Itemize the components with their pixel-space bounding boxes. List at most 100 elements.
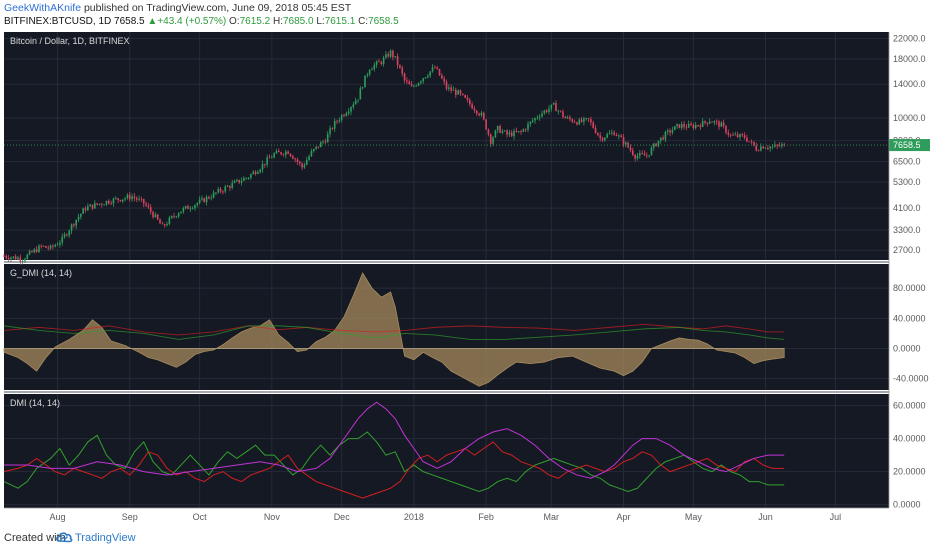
candle-body[interactable] [336,120,338,122]
candle-body[interactable] [84,208,87,211]
candle-body[interactable] [475,110,478,114]
candle-body[interactable] [401,67,404,74]
candle-body[interactable] [194,205,196,209]
candle-body[interactable] [466,97,469,100]
candle-body[interactable] [725,125,727,133]
candle-body[interactable] [450,87,452,91]
candle-body[interactable] [704,120,706,123]
candle-body[interactable] [722,122,725,126]
candle-body[interactable] [329,128,331,134]
candle-body[interactable] [708,121,711,124]
candle-body[interactable] [452,89,455,91]
candle-body[interactable] [597,133,599,136]
gdmi-area[interactable] [3,272,785,387]
candle-body[interactable] [3,255,5,257]
gdmi-line-2[interactable] [3,325,785,340]
candle-body[interactable] [284,151,287,155]
candle-body[interactable] [236,179,238,182]
candle-body[interactable] [634,154,636,159]
candle-body[interactable] [736,134,739,138]
candle-body[interactable] [632,150,634,155]
candle-body[interactable] [70,224,73,231]
candle-body[interactable] [215,192,217,194]
candle-body[interactable] [47,247,50,249]
candle-body[interactable] [17,257,19,260]
candle-body[interactable] [87,206,89,211]
candle-body[interactable] [669,130,671,133]
candle-body[interactable] [457,90,459,95]
candle-body[interactable] [778,145,781,147]
candle-body[interactable] [38,245,40,253]
candle-body[interactable] [98,203,101,205]
candle-body[interactable] [552,103,555,105]
candle-body[interactable] [569,117,571,120]
candle-body[interactable] [436,67,438,69]
candle-body[interactable] [259,169,261,173]
candle-body[interactable] [701,120,704,127]
candle-body[interactable] [524,129,527,131]
candle-body[interactable] [250,174,252,178]
candle-body[interactable] [420,81,422,83]
candle-body[interactable] [315,146,317,149]
candle-body[interactable] [510,132,513,137]
dmi-line-purple[interactable] [4,401,785,479]
candle-body[interactable] [128,194,131,200]
candle-body[interactable] [273,153,275,158]
candle-body[interactable] [324,141,327,143]
candle-body[interactable] [45,246,47,248]
candle-body[interactable] [310,151,313,157]
candle-body[interactable] [692,125,695,129]
candle-body[interactable] [478,113,480,116]
candle-body[interactable] [91,204,94,209]
candle-body[interactable] [767,148,769,149]
candle-body[interactable] [652,143,655,148]
candle-body[interactable] [741,134,744,136]
candle-body[interactable] [382,57,385,64]
candle-body[interactable] [615,135,618,137]
candle-body[interactable] [340,115,343,121]
candle-body[interactable] [303,164,306,168]
candle-body[interactable] [373,64,376,69]
candle-body[interactable] [492,137,494,144]
candle-body[interactable] [506,130,508,135]
candle-body[interactable] [448,87,450,89]
candle-body[interactable] [240,180,243,183]
candle-body[interactable] [245,177,248,179]
candle-body[interactable] [138,198,140,200]
candle-body[interactable] [746,137,748,142]
candle-body[interactable] [152,211,154,218]
candle-body[interactable] [33,249,36,253]
candle-body[interactable] [375,61,378,65]
candle-body[interactable] [408,81,411,85]
candle-body[interactable] [359,88,362,100]
candle-body[interactable] [764,148,767,149]
chart-svg[interactable]: 22000.018000.014000.010000.08000.06500.0… [0,30,932,526]
candle-body[interactable] [26,254,29,260]
candle-body[interactable] [24,259,26,262]
candle-body[interactable] [317,146,320,148]
candle-body[interactable] [254,171,257,174]
candle-body[interactable] [31,251,33,253]
candle-body[interactable] [592,122,595,128]
candle-body[interactable] [156,214,159,220]
candle-body[interactable] [168,217,171,225]
candle-body[interactable] [203,198,206,203]
candle-body[interactable] [776,144,779,146]
candle-body[interactable] [566,117,569,119]
candle-body[interactable] [354,100,357,105]
candle-body[interactable] [762,146,765,149]
candle-body[interactable] [131,196,133,200]
candle-body[interactable] [687,123,690,128]
candle-body[interactable] [352,104,355,108]
candle-body[interactable] [61,236,64,243]
candle-body[interactable] [196,203,199,206]
candle-body[interactable] [743,135,746,138]
candle-body[interactable] [529,121,532,124]
candle-body[interactable] [387,54,390,57]
candle-body[interactable] [680,124,683,128]
candle-body[interactable] [331,128,334,130]
candle-body[interactable] [415,85,418,87]
candle-body[interactable] [385,54,387,58]
candle-body[interactable] [434,67,436,69]
candle-body[interactable] [231,182,234,188]
